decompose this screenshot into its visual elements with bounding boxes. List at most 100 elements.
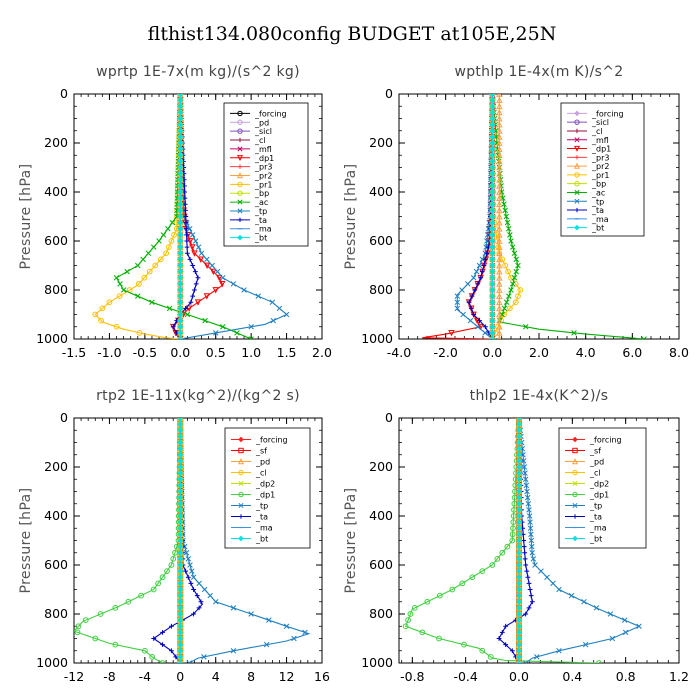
x-tick-label: 4.0 (576, 345, 596, 360)
data-point (177, 311, 184, 318)
data-point (152, 262, 159, 269)
legend-marker (572, 469, 578, 476)
data-point (501, 201, 507, 208)
data-point (177, 418, 184, 421)
data-point (149, 299, 155, 306)
data-point (517, 287, 524, 293)
data-point (516, 629, 522, 636)
series-pr2 (496, 94, 503, 339)
data-point (509, 281, 516, 287)
legend-marker (574, 207, 580, 213)
data-point (523, 562, 529, 568)
series-line (74, 418, 181, 663)
data-point (489, 182, 496, 189)
data-point (496, 231, 503, 238)
legend-marker (574, 155, 580, 160)
data-point (177, 623, 184, 630)
data-point (496, 188, 503, 195)
data-point (477, 318, 482, 324)
legend-label: _sicl (254, 127, 272, 136)
legend-label: _mfl (591, 136, 609, 145)
data-point (177, 225, 184, 232)
legend-label: _ta (591, 206, 604, 215)
data-point (188, 299, 194, 305)
legend-label: _cl (254, 136, 266, 145)
data-point (534, 654, 540, 660)
data-point (489, 329, 496, 336)
data-point (496, 225, 503, 232)
data-point (484, 250, 490, 256)
data-point (526, 507, 532, 513)
data-point (183, 305, 188, 311)
data-point (581, 598, 587, 605)
data-point (248, 336, 254, 339)
legend-marker (238, 491, 244, 498)
data-point (489, 103, 496, 110)
data-point (177, 464, 184, 470)
data-point (489, 244, 496, 251)
data-point (177, 195, 184, 202)
data-point (177, 439, 184, 446)
data-point (510, 525, 516, 532)
legend-marker (237, 128, 243, 134)
data-point (411, 604, 418, 611)
data-point (454, 299, 461, 306)
data-point (183, 214, 189, 219)
legend-label: _dp1 (589, 491, 609, 500)
data-point (212, 287, 219, 294)
data-point (511, 274, 518, 281)
data-point (192, 269, 198, 275)
data-point (482, 330, 488, 336)
data-point (184, 244, 190, 250)
data-point (177, 293, 184, 300)
data-point (124, 268, 130, 275)
data-point (185, 556, 192, 562)
data-point (194, 593, 200, 599)
x-tick-label: 2.0 (312, 345, 332, 360)
data-point (198, 599, 204, 605)
data-point (177, 488, 184, 495)
legend-label: _pd (254, 118, 269, 127)
data-point (177, 635, 184, 642)
x-tick-label: 1.5 (277, 345, 297, 360)
data-point (150, 244, 157, 250)
data-point (516, 500, 522, 507)
data-point (516, 617, 522, 624)
data-point (113, 323, 120, 330)
data-point (164, 568, 170, 575)
data-point (516, 525, 522, 532)
chart-panel: rtp2 1E-11x(kg^2)/(kg^2 s) Pressure [hPa]… (18, 388, 330, 684)
legend-label: _pr1 (591, 171, 609, 180)
data-point (230, 281, 237, 287)
data-point (177, 299, 184, 306)
data-point (515, 293, 521, 300)
data-point (135, 280, 142, 287)
data-point (177, 201, 184, 208)
data-point (516, 457, 522, 464)
data-point (593, 605, 600, 611)
data-point (526, 513, 533, 519)
data-point (283, 623, 290, 630)
panel-title: thlp2 1E-4x(K^2)/s (470, 388, 609, 404)
data-point (145, 250, 152, 257)
data-point (516, 494, 522, 501)
data-point (481, 263, 487, 268)
data-point (505, 225, 512, 232)
legend-marker (574, 224, 580, 231)
panel-title: wprtp 1E-7x(m kg)/(s^2 kg) (96, 64, 300, 80)
series-line (94, 94, 181, 339)
data-point (448, 329, 455, 337)
legend: _forcing_pd_sicl_cl_mfl_dp1_pr3_pr2_pr1_… (223, 102, 309, 247)
data-point (212, 598, 219, 605)
legend-label: _pr3 (591, 153, 609, 162)
data-point (496, 255, 503, 263)
data-point (177, 336, 184, 339)
data-point (516, 418, 522, 421)
data-point (525, 500, 532, 507)
data-point (516, 568, 522, 575)
y-tick-label: 400 (44, 508, 68, 523)
data-point (436, 635, 442, 642)
plot-area (422, 94, 647, 339)
legend-marker (572, 491, 578, 498)
y-tick-label: 600 (44, 557, 68, 572)
